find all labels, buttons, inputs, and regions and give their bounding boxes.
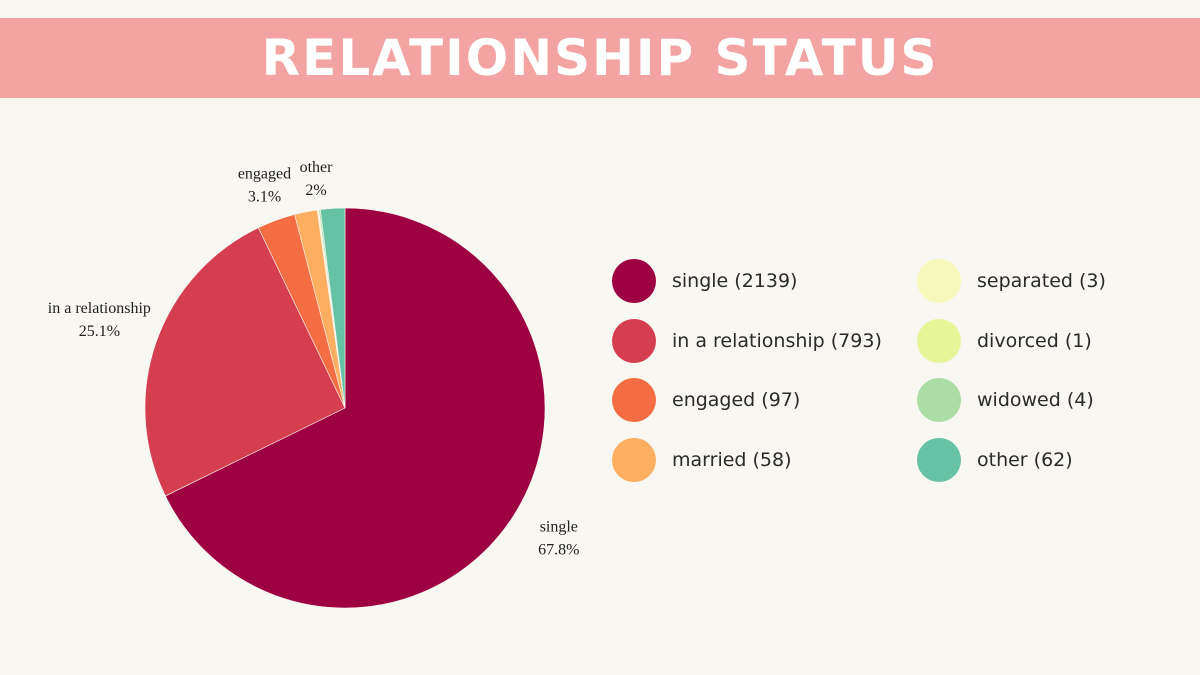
- legend-swatch: [917, 259, 961, 303]
- legend-label: single (2139): [672, 270, 798, 292]
- chart-title: RELATIONSHIP STATUS: [261, 29, 939, 87]
- pie-slices: [144, 207, 546, 609]
- legend-item-engaged: engaged (97): [612, 378, 800, 422]
- legend-label: widowed (4): [977, 389, 1094, 411]
- legend-label: divorced (1): [977, 329, 1092, 352]
- legend-label: in a relationship (793): [672, 329, 882, 352]
- legend-swatch: [612, 259, 656, 303]
- legend-label: other (62): [977, 448, 1073, 471]
- legend-swatch: [612, 437, 656, 482]
- legend-label: separated (3): [977, 270, 1106, 292]
- legend-swatch: [612, 318, 656, 363]
- legend-item-separated: separated (3): [917, 259, 1106, 303]
- legend-swatch: [917, 437, 961, 482]
- legend-swatch: [917, 378, 961, 422]
- legend-label: engaged (97): [672, 389, 801, 411]
- pie-label-in-a-relationship: in a relationship 25.1%: [48, 300, 151, 340]
- legend-item-divorced: divorced (1): [917, 318, 1092, 363]
- pie-slice-in-a-relationship: [144, 227, 346, 497]
- legend-item-other: other (62): [917, 437, 1073, 482]
- pie-slice-other: [320, 207, 346, 409]
- pie-label-single: single 67.8%: [538, 518, 579, 558]
- legend-swatch: [917, 318, 961, 363]
- pie-slice-single: [164, 207, 546, 609]
- title-banner: RELATIONSHIP STATUS: [0, 18, 1200, 98]
- pie-label-other-combined: other 2%: [300, 159, 334, 199]
- legend-item-in-a-relationship: in a relationship (793): [612, 318, 882, 363]
- pie-label-engaged: engaged 3.1%: [238, 165, 291, 205]
- legend-item-married: married (58): [612, 437, 792, 482]
- legend-item-widowed: widowed (4): [917, 378, 1094, 422]
- legend-item-single: single (2139): [612, 259, 797, 303]
- pie-labels: single 67.8% in a relationship 25.1% engaged…: [48, 159, 580, 559]
- legend-swatch: [612, 378, 656, 422]
- legend-label: married (58): [672, 448, 792, 471]
